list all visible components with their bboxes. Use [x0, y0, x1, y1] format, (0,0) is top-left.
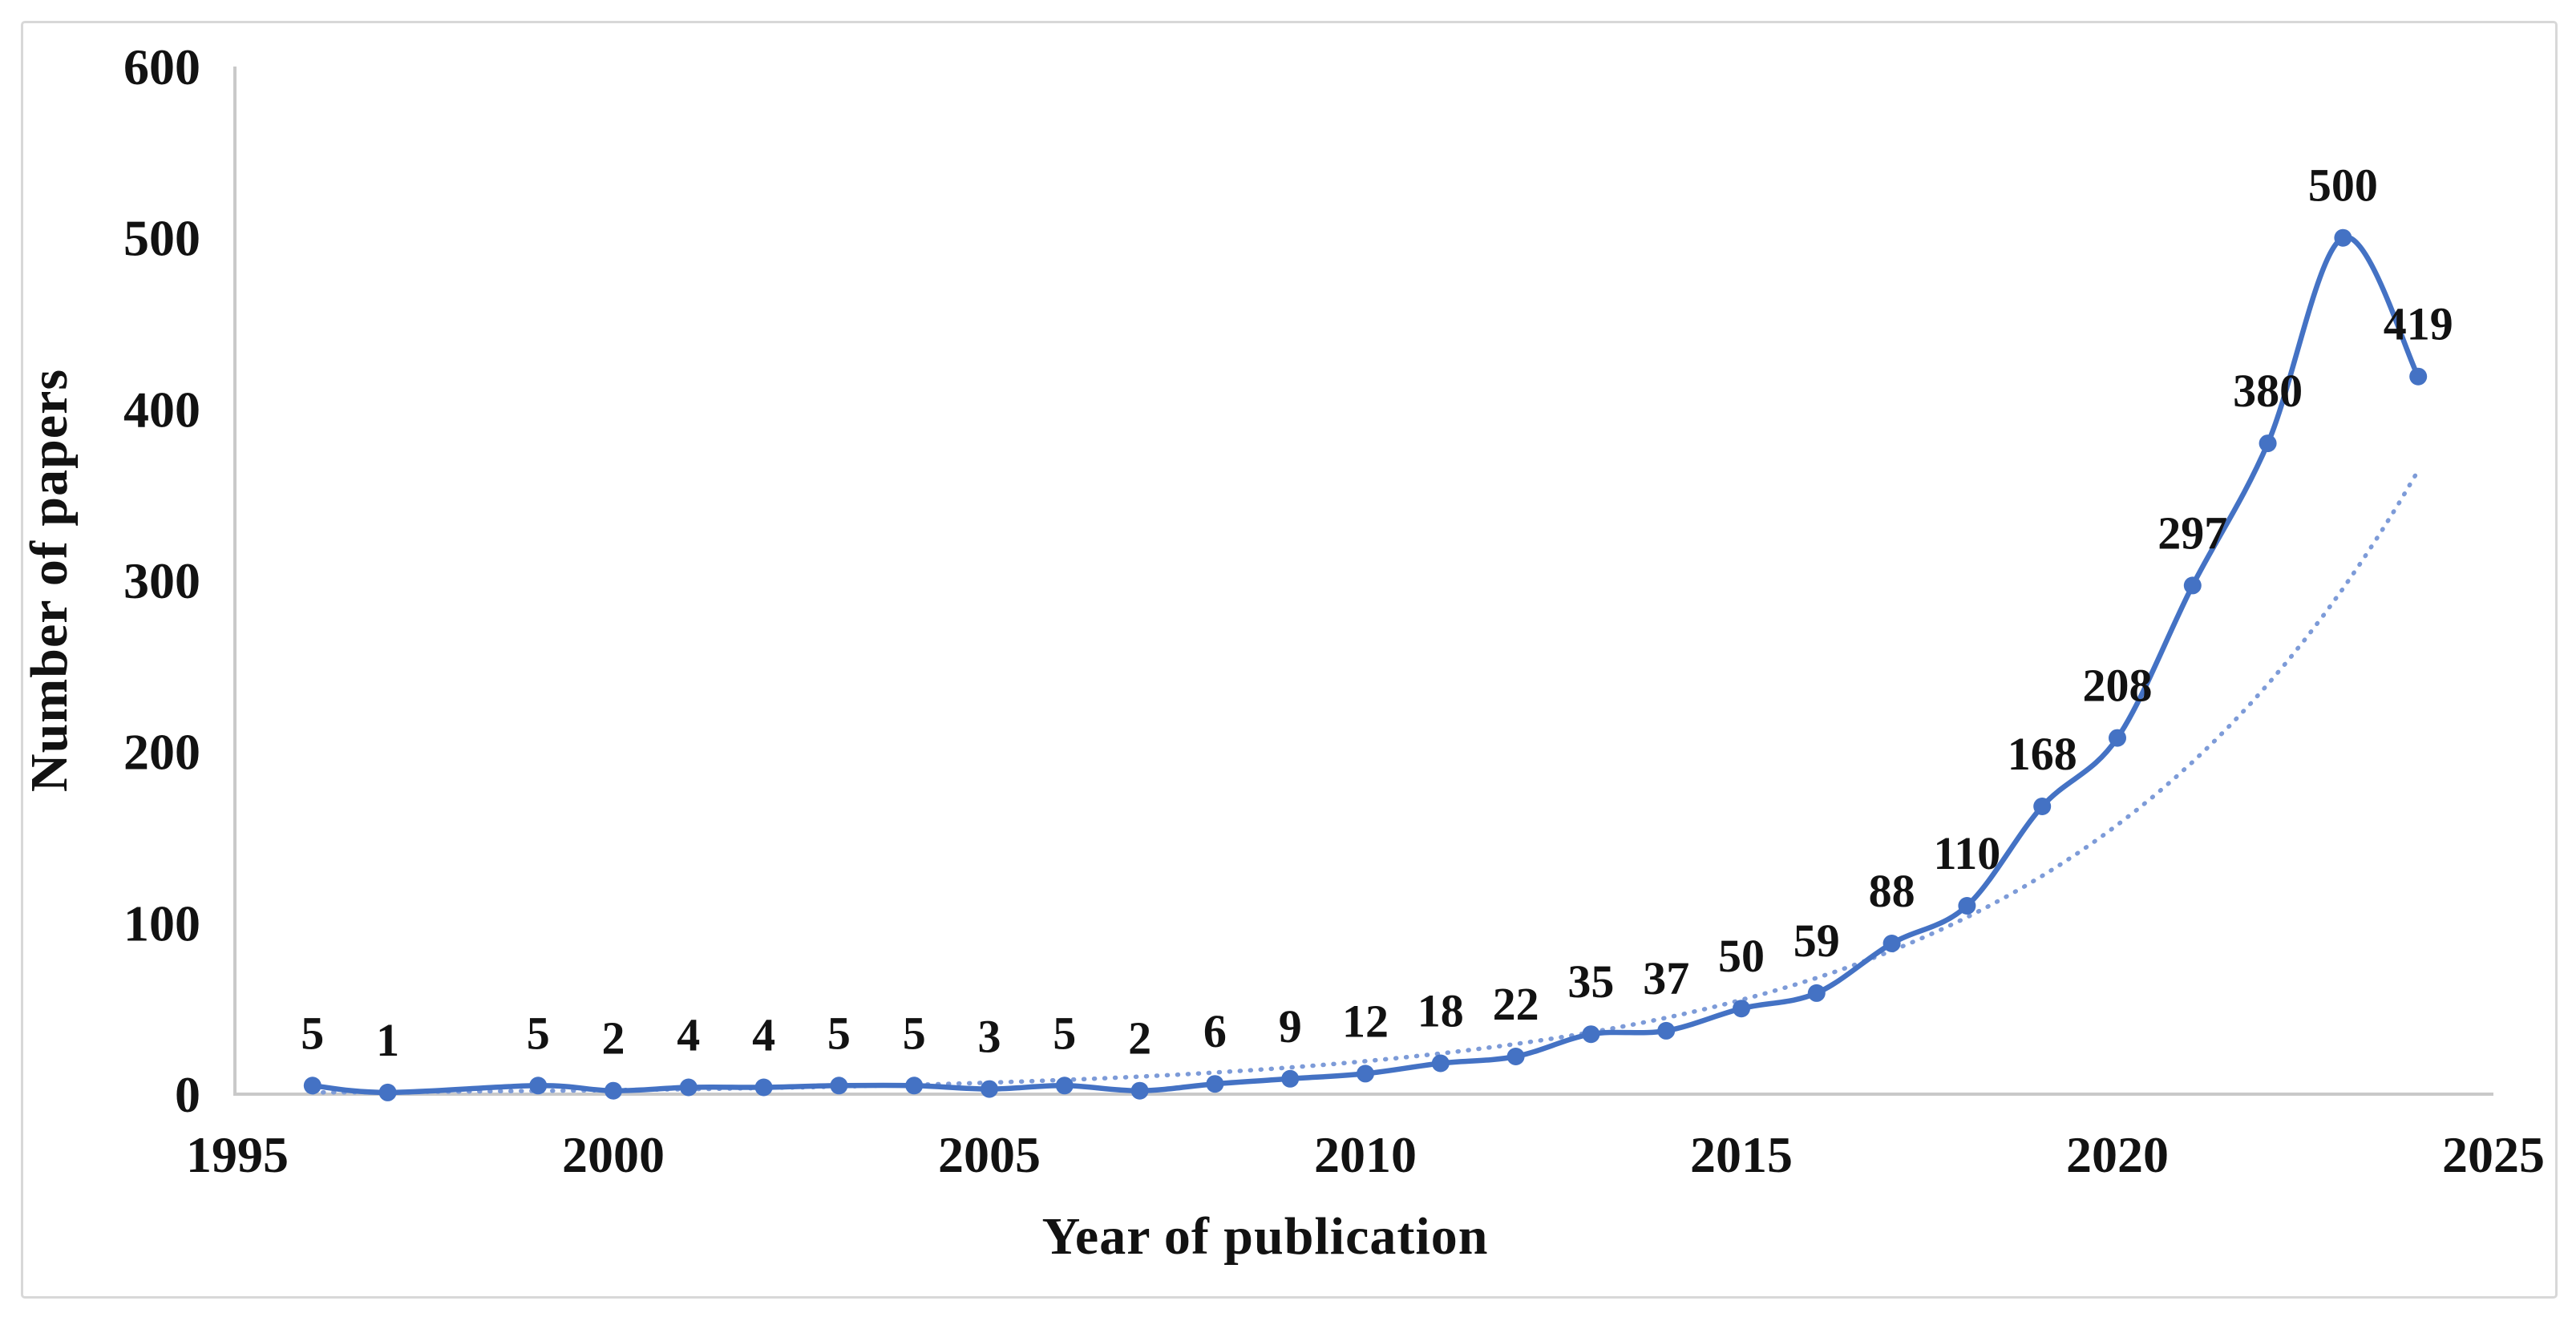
data-label: 110 — [1933, 827, 2000, 879]
data-point-marker — [1431, 1054, 1450, 1073]
data-point-marker — [1506, 1048, 1525, 1065]
data-label: 297 — [2157, 507, 2227, 559]
data-point-marker — [1657, 1021, 1676, 1040]
data-point-marker — [303, 1077, 321, 1095]
data-label: 168 — [2008, 728, 2077, 780]
series-line — [309, 234, 2421, 1096]
x-tick-label: 2015 — [1690, 1126, 1793, 1183]
data-point-marker — [1357, 1065, 1374, 1083]
data-label: 37 — [1643, 952, 1689, 1004]
data-label: 5 — [301, 1007, 324, 1059]
data-label: 1 — [376, 1014, 399, 1066]
data-label: 35 — [1567, 955, 1614, 1008]
data-point-marker — [1958, 897, 1976, 915]
y-tick-label: 600 — [123, 38, 200, 95]
data-point-marker — [754, 1078, 773, 1097]
data-point-marker — [2409, 367, 2428, 386]
data-point-marker — [1281, 1069, 1300, 1088]
data-label: 419 — [2384, 298, 2453, 350]
data-label: 3 — [978, 1011, 1001, 1063]
axis-lines — [233, 67, 2493, 1096]
data-label: 208 — [2083, 660, 2153, 712]
x-tick-label: 2025 — [2442, 1126, 2545, 1183]
data-point-marker — [2109, 729, 2126, 747]
x-tick-label: 2000 — [562, 1126, 665, 1183]
data-point-marker — [1733, 1000, 1750, 1018]
data-point-marker — [905, 1077, 924, 1095]
data-point-marker — [830, 1077, 848, 1095]
y-tick-label: 100 — [123, 895, 200, 951]
data-point-marker — [2033, 798, 2052, 815]
data-label: 380 — [2233, 365, 2303, 417]
data-point-marker — [1882, 935, 1901, 952]
data-label: 4 — [677, 1009, 700, 1061]
x-tick-label: 2020 — [2066, 1126, 2169, 1183]
data-label: 5 — [527, 1007, 550, 1059]
data-label: 5 — [827, 1007, 851, 1059]
y-tick-label: 400 — [123, 381, 200, 438]
data-label: 59 — [1793, 915, 1840, 967]
data-label: 500 — [2308, 160, 2378, 212]
data-point-marker — [1130, 1081, 1149, 1100]
data-label: 18 — [1417, 985, 1464, 1037]
data-point-marker — [2259, 434, 2277, 453]
x-tick-label: 2005 — [938, 1126, 1041, 1183]
x-axis-title: Year of publication — [1041, 1207, 1489, 1266]
data-label: 2 — [602, 1012, 625, 1065]
data-label: 2 — [1128, 1012, 1151, 1065]
data-point-marker — [1807, 984, 1826, 1002]
data-point-marker — [2334, 228, 2352, 247]
x-tick-label: 2010 — [1314, 1126, 1417, 1183]
data-label: 9 — [1279, 1000, 1302, 1052]
data-point-marker — [605, 1081, 622, 1100]
data-label: 6 — [1203, 1005, 1227, 1057]
data-point-marker — [1582, 1025, 1600, 1044]
data-label: 22 — [1493, 978, 1539, 1030]
data-label: 88 — [1869, 865, 1915, 917]
data-point-marker — [1055, 1077, 1074, 1095]
y-tick-label: 500 — [123, 210, 200, 267]
data-point-marker — [378, 1083, 397, 1101]
x-tick-label: 1995 — [186, 1126, 289, 1183]
trendline-dotted — [310, 468, 2420, 1095]
data-point-marker — [529, 1077, 548, 1095]
y-tick-label: 200 — [123, 724, 200, 781]
y-tick-label: 300 — [123, 552, 200, 609]
data-label: 5 — [1053, 1007, 1076, 1059]
data-point-marker — [1206, 1075, 1224, 1093]
data-label: 4 — [752, 1009, 775, 1061]
data-label: 50 — [1718, 930, 1765, 982]
data-point-marker — [981, 1080, 998, 1098]
y-axis-title: Number of papers — [20, 368, 79, 793]
data-point-marker — [679, 1078, 698, 1097]
data-label: 5 — [903, 1007, 926, 1059]
data-label: 12 — [1342, 995, 1389, 1047]
data-point-marker — [2183, 576, 2202, 595]
y-tick-label: 0 — [175, 1066, 200, 1123]
